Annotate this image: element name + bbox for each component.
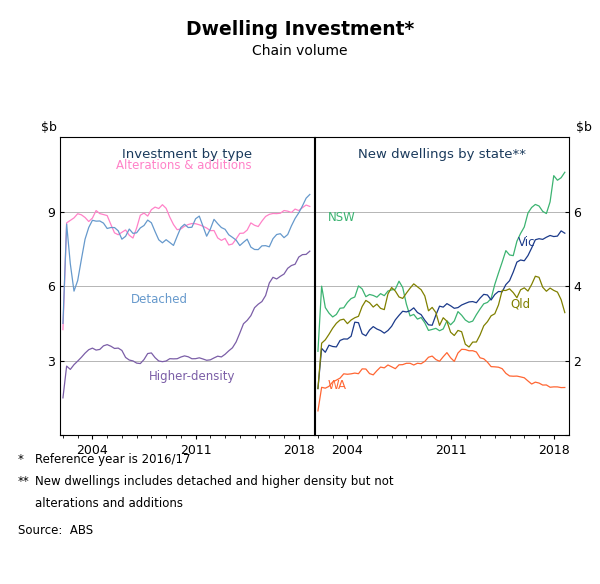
Text: Alterations & additions: Alterations & additions xyxy=(116,158,251,172)
Text: alterations and additions: alterations and additions xyxy=(35,497,183,510)
Text: Dwelling Investment*: Dwelling Investment* xyxy=(186,20,414,40)
Text: $b: $b xyxy=(576,121,592,134)
Text: Qld: Qld xyxy=(510,297,530,310)
Text: Investment by type: Investment by type xyxy=(122,148,252,161)
Text: Source:  ABS: Source: ABS xyxy=(18,524,93,537)
Text: **: ** xyxy=(18,475,30,488)
Text: Vic: Vic xyxy=(518,236,535,249)
Text: Higher-density: Higher-density xyxy=(149,370,235,383)
Text: New dwellings by state**: New dwellings by state** xyxy=(358,148,526,161)
Text: Chain volume: Chain volume xyxy=(252,44,348,58)
Text: Detached: Detached xyxy=(131,293,188,305)
Text: *: * xyxy=(18,453,24,465)
Text: New dwellings includes detached and higher density but not: New dwellings includes detached and high… xyxy=(35,475,394,488)
Text: $b: $b xyxy=(41,121,57,134)
Text: NSW: NSW xyxy=(328,211,355,224)
Text: Reference year is 2016/17: Reference year is 2016/17 xyxy=(35,453,190,465)
Text: WA: WA xyxy=(328,379,347,392)
